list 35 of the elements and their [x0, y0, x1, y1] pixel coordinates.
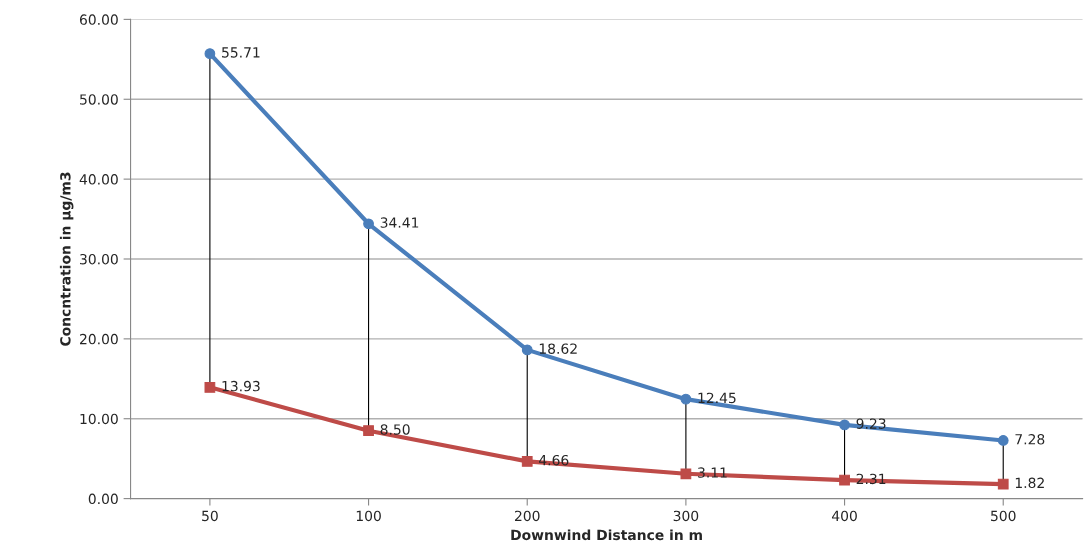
data-label: 7.28 [1015, 433, 1045, 445]
x-tick-label: 400 [831, 510, 857, 522]
x-tick-label: 200 [514, 510, 540, 522]
x-axis-title: Downwind Distance in m [511, 529, 702, 541]
point [204, 381, 216, 393]
x-tick-label: 300 [673, 510, 699, 522]
y-tick-label: 30.00 [80, 253, 118, 265]
x-tick-label: 100 [356, 510, 381, 522]
point [839, 419, 850, 431]
point [521, 344, 533, 356]
y-tick-label: 20.00 [80, 333, 118, 345]
data-label: 13.93 [222, 380, 260, 392]
data-label: 8.50 [380, 424, 410, 435]
point [680, 393, 692, 405]
data-label: 18.62 [539, 343, 577, 354]
data-label: 1.82 [1015, 477, 1044, 489]
point [680, 468, 692, 480]
point [997, 478, 1009, 490]
y-tick-label: 50.00 [80, 94, 118, 105]
point [521, 456, 533, 467]
x-tick-label: 500 [991, 510, 1016, 522]
point [363, 425, 374, 437]
point [363, 218, 374, 230]
point [839, 474, 850, 486]
y-tick-label: 60.00 [79, 14, 118, 25]
y-tick-label: 0.00 [88, 493, 118, 505]
point [997, 435, 1009, 446]
y-tick-label: 10.00 [80, 413, 118, 425]
y-tick-label: 40.00 [79, 174, 118, 185]
data-label: 55.71 [222, 47, 260, 58]
data-label: 34.41 [380, 217, 419, 228]
point [204, 48, 216, 60]
y-axis-title: Concntration in µg/m3 [59, 172, 74, 346]
data-label: 12.45 [698, 392, 736, 404]
x-tick-label: 50 [202, 510, 218, 522]
